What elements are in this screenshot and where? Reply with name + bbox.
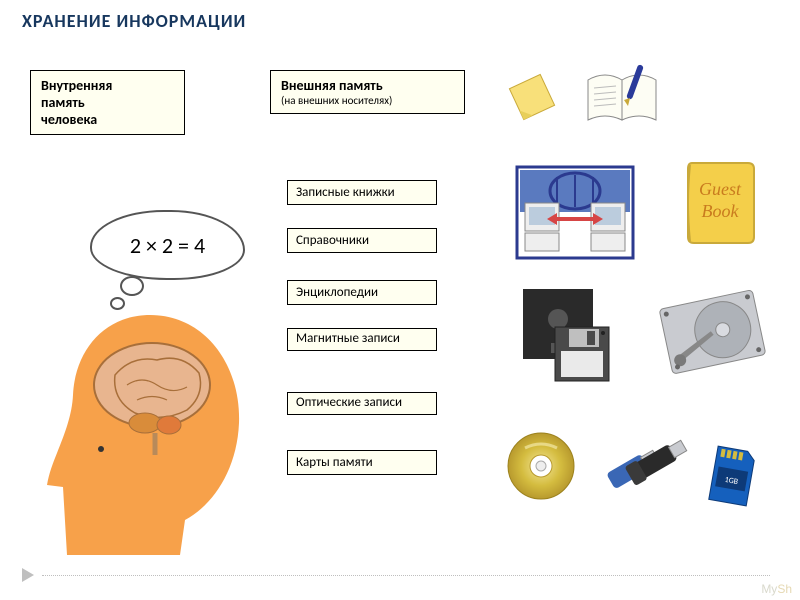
internal-memory-box: Внутренняя память человека xyxy=(30,70,185,135)
usb-drives-icon xyxy=(600,430,690,505)
watermark-part2: Sh xyxy=(777,582,792,596)
svg-text:Book: Book xyxy=(702,201,740,221)
network-computers-icon xyxy=(515,165,635,260)
svg-text:Guest: Guest xyxy=(699,179,742,199)
internal-line3: человека xyxy=(41,111,174,128)
harddrive-icon xyxy=(655,285,770,380)
footer-divider xyxy=(42,575,770,576)
watermark-part1: My xyxy=(761,582,777,596)
sd-card-icon: 1GB xyxy=(705,445,760,510)
internal-line2: память xyxy=(41,94,174,111)
item-cards: Карты памяти xyxy=(287,450,437,475)
guestbook-icon: Guest Book xyxy=(680,155,760,250)
sticky-note-icon xyxy=(505,70,560,125)
internal-line1: Внутренняя xyxy=(41,77,174,94)
watermark: MySh xyxy=(761,582,792,596)
item-encyclopedias: Энциклопедии xyxy=(287,280,437,305)
external-memory-box: Внешняя память (на внешних носителях) xyxy=(270,70,465,114)
item-reference: Справочники xyxy=(287,228,437,253)
external-sub: (на внешних носителях) xyxy=(281,94,454,107)
item-optical: Оптические записи xyxy=(287,392,437,415)
head-silhouette-icon xyxy=(45,295,255,555)
page-title: ХРАНЕНИЕ ИНФОРМАЦИИ xyxy=(22,10,246,32)
item-magnetic: Магнитные записи xyxy=(287,328,437,351)
item-notebooks: Записные книжки xyxy=(287,180,437,205)
floppy-disk-icon xyxy=(515,285,615,385)
thought-bubble: 2 × 2 = 4 xyxy=(90,210,245,280)
open-notebook-icon xyxy=(580,60,665,130)
external-main: Внешняя память xyxy=(281,77,454,94)
nav-arrow-icon xyxy=(22,568,34,582)
thought-text: 2 × 2 = 4 xyxy=(130,232,205,259)
cd-icon xyxy=(505,430,577,502)
